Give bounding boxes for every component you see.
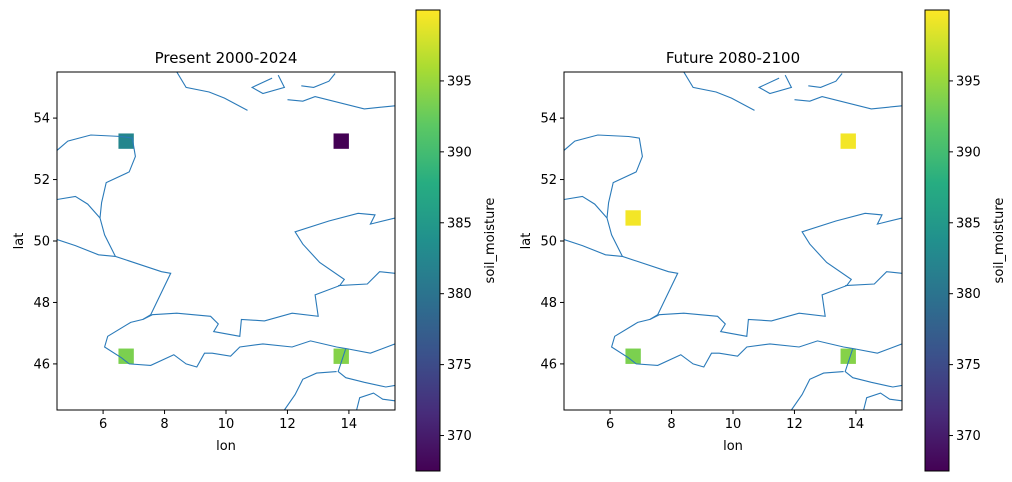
country-border xyxy=(564,238,623,257)
x-tick-label: 6 xyxy=(99,417,107,432)
colorbar-tick-label: 390 xyxy=(956,145,981,160)
y-tick-label: 52 xyxy=(33,173,50,188)
country-border xyxy=(338,271,395,287)
map-panel-0: 6 8 10 12 14 46 48 50 52 54 Present 2000-2024 lon la… xyxy=(12,9,498,472)
x-tick-label: 12 xyxy=(786,417,803,432)
data-cell-2 xyxy=(625,348,641,364)
country-border xyxy=(57,238,116,257)
country-border xyxy=(649,212,902,337)
data-cell-2 xyxy=(118,348,134,364)
y-tick-label: 50 xyxy=(33,235,50,250)
map-panel-1: 6 8 10 12 14 46 48 50 52 54 Future 2080-2100 lon lat… xyxy=(519,9,1007,472)
data-cell-0 xyxy=(840,133,856,149)
colorbar-label: soil_moisture xyxy=(483,198,498,284)
country-border xyxy=(356,392,395,410)
country-border xyxy=(564,195,608,219)
colorbar-tick-label: 390 xyxy=(447,145,472,160)
country-border xyxy=(794,96,902,110)
colorbar-tick-label: 375 xyxy=(447,358,472,373)
country-border xyxy=(250,74,286,95)
chart-title: Future 2080-2100 xyxy=(666,49,800,67)
colorbar: 370 375 380 385 390 395 soil_moisture xyxy=(924,9,1007,472)
plot-area xyxy=(564,72,902,410)
data-cell-0 xyxy=(118,133,134,149)
country-border xyxy=(301,73,336,88)
x-tick-label: 12 xyxy=(279,417,296,432)
y-axis-label: lat xyxy=(12,233,27,250)
plot-area xyxy=(57,72,395,410)
x-tick-label: 10 xyxy=(725,417,742,432)
country-border xyxy=(808,73,843,88)
country-border xyxy=(683,72,755,111)
y-tick-label: 48 xyxy=(540,296,557,311)
country-border xyxy=(844,348,902,388)
x-tick-label: 14 xyxy=(341,417,358,432)
country-border xyxy=(790,371,844,410)
x-axis-label: lon xyxy=(723,439,743,454)
colorbar-bar xyxy=(924,9,950,472)
y-tick-label: 46 xyxy=(33,357,50,372)
country-border xyxy=(176,72,248,111)
country-border xyxy=(57,195,101,219)
y-tick-label: 54 xyxy=(33,112,50,127)
y-axis-label: lat xyxy=(519,233,534,250)
colorbar: 370 375 380 385 390 395 soil_moisture xyxy=(415,9,498,472)
y-tick-label: 52 xyxy=(540,173,557,188)
country-border xyxy=(287,96,395,110)
colorbar-tick-label: 395 xyxy=(956,74,981,89)
y-tick-label: 48 xyxy=(33,296,50,311)
country-border xyxy=(757,74,793,95)
colorbar-tick-label: 370 xyxy=(956,429,981,444)
colorbar-tick-label: 385 xyxy=(447,216,472,231)
colorbar-tick-label: 380 xyxy=(956,287,981,302)
country-border xyxy=(564,134,902,368)
y-tick-label: 46 xyxy=(540,357,557,372)
x-tick-label: 6 xyxy=(606,417,614,432)
colorbar-tick-label: 375 xyxy=(956,358,981,373)
y-tick-label: 54 xyxy=(540,112,557,127)
colorbar-tick-label: 385 xyxy=(956,216,981,231)
chart-title: Present 2000-2024 xyxy=(155,49,298,67)
country-border xyxy=(863,392,902,410)
x-tick-label: 14 xyxy=(848,417,865,432)
x-tick-label: 10 xyxy=(218,417,235,432)
colorbar-tick-label: 370 xyxy=(447,429,472,444)
colorbar-bar xyxy=(415,9,441,472)
country-border xyxy=(142,212,395,337)
x-tick-label: 8 xyxy=(667,417,675,432)
data-cell-1 xyxy=(333,133,349,149)
data-cell-1 xyxy=(625,210,641,226)
colorbar-tick-label: 380 xyxy=(447,287,472,302)
x-tick-label: 8 xyxy=(160,417,168,432)
country-border xyxy=(845,271,902,287)
colorbar-label: soil_moisture xyxy=(992,198,1007,284)
country-border xyxy=(283,371,337,410)
x-axis-label: lon xyxy=(216,439,236,454)
country-border xyxy=(57,134,395,368)
colorbar-tick-label: 395 xyxy=(447,74,472,89)
y-tick-label: 50 xyxy=(540,235,557,250)
country-border xyxy=(337,348,395,388)
